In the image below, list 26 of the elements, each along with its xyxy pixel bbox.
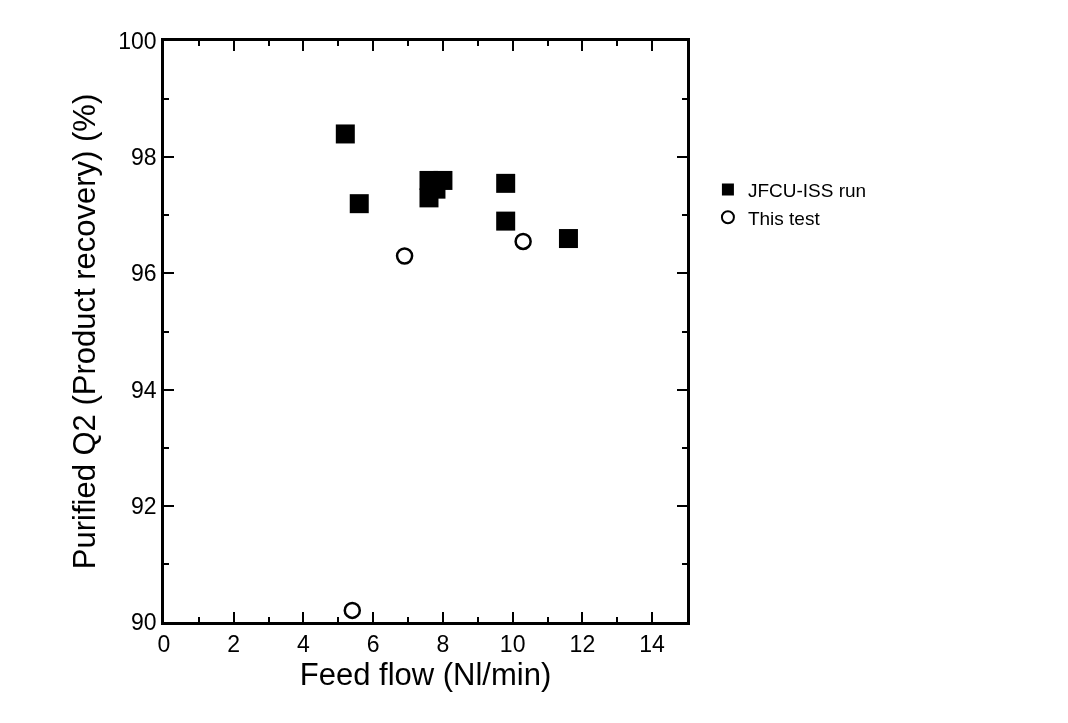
x-tick-label: 10 — [499, 631, 526, 658]
y-tick-label: 98 — [131, 144, 157, 171]
x-axis-title: Feed flow (Nl/min) — [299, 657, 552, 693]
y-axis-title: Purified Q2 (Product recovery) (%) — [66, 93, 102, 570]
x-tick-label: 2 — [227, 631, 241, 658]
point — [514, 232, 532, 251]
y-tick-label: 96 — [131, 260, 157, 287]
legend-label: This test — [747, 207, 821, 229]
point — [558, 229, 578, 249]
x-tick-label: 0 — [157, 631, 171, 658]
y-tick-label: 100 — [118, 28, 157, 55]
point — [496, 173, 516, 193]
x-tick-label: 12 — [569, 631, 596, 658]
legend-label: JFCU-ISS run — [747, 179, 867, 201]
x-tick-label: 6 — [366, 631, 380, 658]
point — [335, 124, 355, 144]
point — [349, 194, 369, 214]
x-tick-label: 14 — [639, 631, 666, 658]
y-tick-label: 94 — [131, 376, 157, 403]
point — [343, 601, 362, 620]
y-tick-label: 90 — [131, 609, 157, 636]
x-tick-label: 8 — [436, 631, 450, 658]
y-tick-label: 92 — [131, 492, 157, 519]
point — [395, 247, 414, 265]
point — [496, 211, 516, 231]
x-tick-label: 4 — [297, 631, 311, 658]
